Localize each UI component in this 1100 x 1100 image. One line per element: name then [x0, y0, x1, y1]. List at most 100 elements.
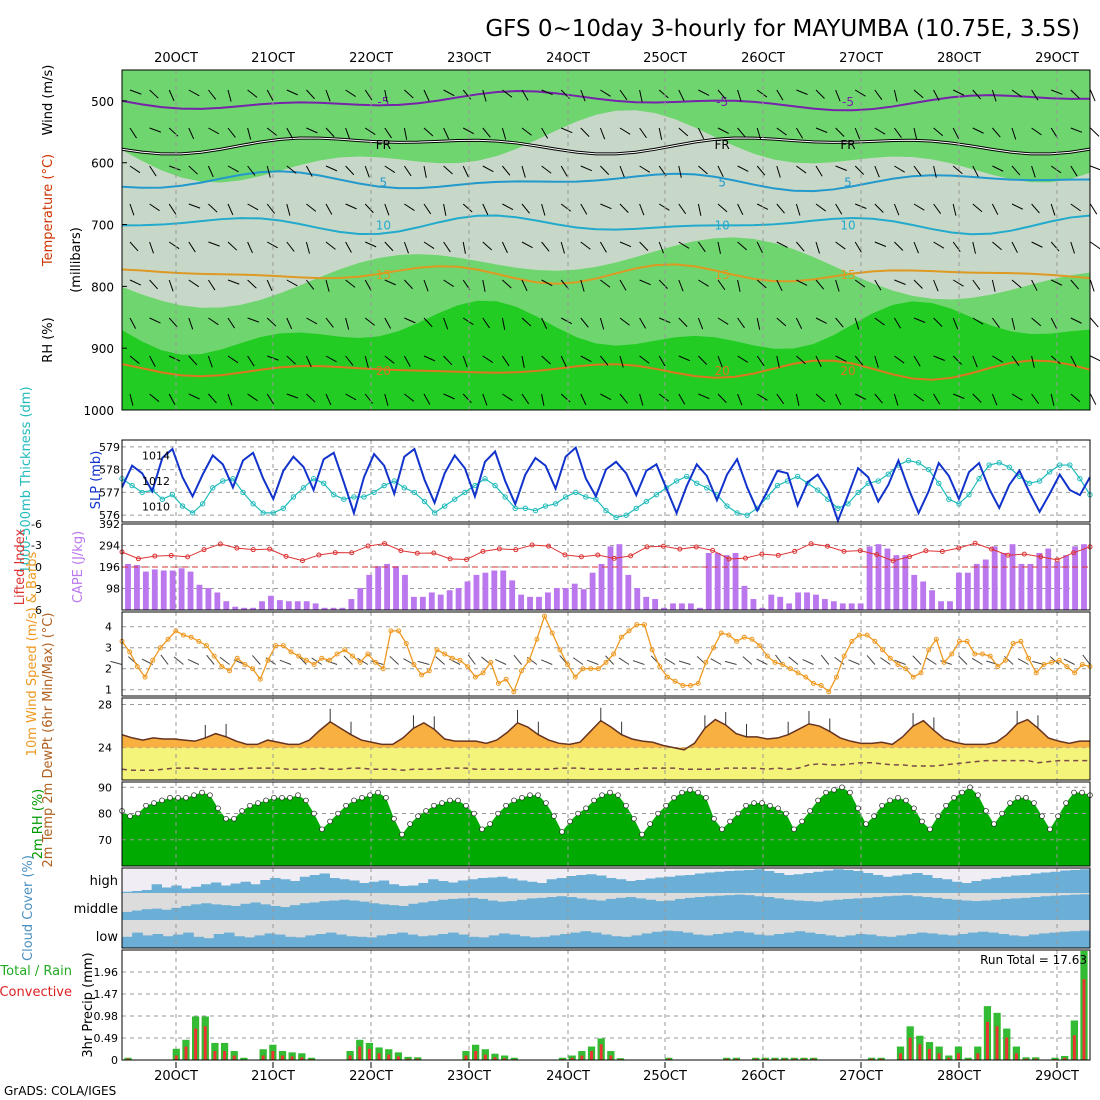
wind-barb	[933, 89, 940, 101]
wind-barb	[933, 127, 944, 137]
cape-bar	[795, 592, 802, 610]
cape-bar	[393, 566, 399, 610]
wind-barb	[796, 89, 808, 95]
cloud-cell	[519, 936, 531, 948]
cloud-cell	[882, 876, 893, 893]
cloud-cell	[191, 904, 202, 920]
wind-barb	[874, 279, 882, 291]
wind-barb	[737, 279, 741, 292]
precip-total-bar	[1051, 1057, 1059, 1060]
cloud-cell	[230, 883, 242, 893]
cloud-cell	[665, 900, 676, 920]
wind-speed-point	[895, 662, 901, 667]
precip-convective-bar	[416, 1058, 420, 1060]
thickness-point	[310, 476, 317, 482]
wind-speed-point	[319, 655, 325, 661]
cloud-cell	[971, 881, 982, 893]
wind-barb	[247, 317, 260, 323]
lifted-index-point	[907, 554, 913, 560]
wind-tick-label: 2	[105, 663, 112, 676]
cloud-cell	[201, 884, 212, 893]
wind-barb	[207, 355, 213, 368]
rh2m-point	[687, 787, 693, 793]
wind-barb	[1090, 317, 1099, 328]
cloud-cell	[702, 935, 714, 948]
wind-barb	[247, 89, 258, 98]
wind-barb	[618, 657, 630, 665]
cloud-cell	[240, 881, 251, 893]
cloud-cell	[734, 894, 745, 920]
precip-convective-bar	[937, 1053, 941, 1060]
wind-speed-point	[227, 668, 233, 674]
wind-speed-point	[833, 674, 839, 680]
wind-barb	[678, 241, 690, 249]
wind-barb	[187, 658, 200, 665]
wind-speed-point	[565, 662, 571, 667]
slp-tick-label: 1010	[142, 501, 170, 514]
wind-barb	[502, 165, 511, 176]
cloud-cell	[922, 875, 933, 893]
cloud-cell	[398, 886, 409, 893]
precip-convective-bar	[194, 1028, 198, 1060]
wind-barb	[854, 165, 865, 175]
cape-bar	[625, 574, 632, 610]
rh2m-point	[351, 797, 357, 804]
wind-speed-point	[542, 613, 548, 619]
wind-speed-point	[703, 659, 709, 665]
rh2m-point	[935, 813, 941, 819]
wind-barb	[384, 89, 388, 102]
thickness-point	[542, 503, 549, 509]
wind-barb	[1031, 317, 1042, 327]
cloud-cell	[937, 934, 948, 948]
cape-bar	[402, 574, 408, 610]
rh2m-point	[743, 802, 749, 809]
precip-convective-bar	[1014, 1053, 1018, 1060]
cape-bar	[973, 563, 980, 610]
pressure-tick-label: 700	[91, 219, 114, 233]
wind-barb	[482, 165, 494, 173]
wind-speed-point	[887, 655, 893, 661]
cloud-cell	[662, 930, 673, 948]
wind-barb	[129, 355, 140, 364]
cloud-cell	[941, 898, 953, 920]
wind-barb	[600, 279, 611, 288]
wind-barb	[737, 317, 745, 329]
thickness-point	[946, 496, 952, 502]
cloud-cell	[556, 896, 567, 920]
wind-barb	[894, 241, 904, 251]
wind-barb	[1031, 393, 1040, 405]
wind-speed-point	[349, 653, 355, 659]
rh2m-point	[719, 826, 725, 833]
wind-speed-point	[672, 678, 678, 684]
wind-barb	[306, 393, 316, 403]
wind-speed-point	[273, 643, 279, 649]
rh2m-point	[439, 800, 445, 806]
wind-barb	[305, 241, 310, 254]
wind-barb	[169, 165, 181, 171]
cloud-cell	[407, 934, 418, 948]
rh2m-point	[695, 789, 701, 796]
wind-speed-point	[1010, 641, 1016, 646]
rh2m-point	[231, 815, 237, 822]
wind-barb	[325, 89, 331, 102]
wind-barb	[854, 393, 867, 400]
precip-convective-bar	[1082, 979, 1086, 1060]
wind-barb	[639, 279, 651, 286]
thickness-point	[1057, 462, 1063, 468]
rh2m-point	[391, 815, 397, 822]
wind-barb	[462, 127, 475, 135]
wind-speed-point	[250, 666, 256, 672]
rh2m-point	[911, 805, 917, 812]
rh2m-point	[855, 805, 861, 812]
cape-bar	[187, 571, 194, 610]
cloud-cell	[497, 901, 508, 920]
wind-barb	[795, 317, 803, 330]
wind-barb	[384, 279, 396, 286]
wind-barb	[443, 241, 451, 253]
cape-bar	[518, 594, 525, 610]
rh2m-point	[271, 794, 277, 801]
rh2m-point	[223, 815, 229, 822]
wind-speed-point	[918, 670, 924, 676]
cape-bar	[339, 607, 346, 610]
wind-barb	[311, 657, 323, 665]
